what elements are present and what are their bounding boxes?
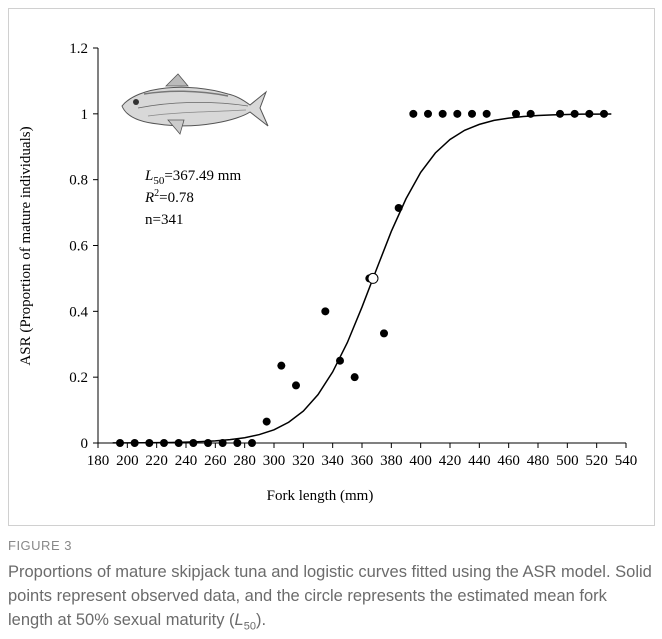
annotation-part: =0.78 [159, 190, 194, 206]
data-point [321, 307, 330, 316]
annotation-part: 50 [153, 175, 165, 187]
data-point [526, 109, 535, 118]
data-point [204, 439, 212, 447]
data-point [394, 203, 403, 212]
y-tick-label: 1.2 [69, 41, 88, 57]
data-point [409, 109, 418, 118]
fit-curve [112, 113, 612, 444]
annotation-l50: L50=367.49 mm [144, 168, 241, 187]
data-point [160, 439, 168, 447]
data-point [424, 109, 432, 118]
x-tick-label: 520 [585, 453, 608, 469]
data-point [556, 109, 564, 118]
data-point [600, 109, 608, 118]
data-point [482, 109, 491, 118]
x-tick-label: 380 [380, 453, 403, 469]
l50-marker [367, 272, 379, 284]
x-tick-label: 540 [615, 453, 638, 469]
data-point [570, 109, 579, 118]
data-point [468, 109, 476, 118]
x-tick-label: 360 [351, 453, 374, 469]
data-point [262, 417, 271, 426]
figure-label: FIGURE 3 [8, 538, 72, 553]
data-point [350, 373, 359, 382]
data-point [218, 439, 227, 447]
data-point [116, 439, 124, 447]
data-point [453, 109, 462, 118]
annotation-part: =367.49 mm [164, 168, 241, 184]
y-tick-label: 0.6 [69, 239, 88, 255]
data-point [380, 329, 388, 338]
x-tick-label: 400 [409, 453, 432, 469]
caption-text: L [234, 611, 244, 629]
x-tick-label: 440 [468, 453, 491, 469]
x-tick-label: 200 [116, 453, 139, 469]
figure-caption: Proportions of mature skipjack tuna and … [8, 560, 654, 638]
annotation-n: n=341 [145, 212, 183, 228]
y-tick-label: 0.4 [69, 304, 88, 320]
data-point [189, 439, 198, 447]
data-point [336, 356, 344, 365]
data-point [233, 439, 242, 447]
y-tick-label: 0.2 [69, 370, 88, 386]
x-tick-label: 260 [204, 453, 227, 469]
x-tick-label: 280 [233, 453, 256, 469]
y-tick-label: 1 [81, 107, 89, 123]
data-point [277, 361, 286, 370]
x-tick-label: 300 [263, 453, 286, 469]
chart: L50=367.49 mm R2=0.78 n=341 Fork length … [18, 41, 638, 504]
x-tick-label: 480 [527, 453, 550, 469]
x-tick-label: 220 [145, 453, 168, 469]
annotation-r2: R2=0.78 [144, 188, 194, 206]
caption-text: ). [255, 611, 267, 629]
y-tick-label: 0.8 [69, 173, 88, 189]
x-tick-label: 180 [87, 453, 110, 469]
data-point [130, 439, 139, 447]
data-point [248, 439, 256, 447]
caption-text: 50 [243, 620, 256, 633]
x-tick-label: 420 [439, 453, 462, 469]
annotation-part: 2 [154, 188, 159, 199]
caption-text: Proportions of mature skipjack tuna and … [8, 563, 652, 629]
annotation-part: R [144, 190, 154, 206]
data-point [145, 439, 154, 447]
data-point [174, 439, 183, 447]
x-tick-label: 460 [497, 453, 520, 469]
data-point [292, 381, 300, 390]
data-point [585, 109, 594, 118]
x-tick-label: 240 [175, 453, 198, 469]
data-point [438, 109, 447, 118]
y-axis-title: ASR (Proportion of mature individuals) [18, 126, 34, 365]
x-tick-label: 320 [292, 453, 315, 469]
annotation-part: L [144, 168, 153, 184]
figure-frame [8, 8, 655, 526]
x-tick-label: 340 [321, 453, 344, 469]
x-tick-label: 500 [556, 453, 579, 469]
x-axis-title: Fork length (mm) [267, 488, 374, 504]
data-point [512, 109, 520, 118]
fish-icon [121, 73, 269, 135]
y-tick-label: 0 [81, 436, 89, 452]
